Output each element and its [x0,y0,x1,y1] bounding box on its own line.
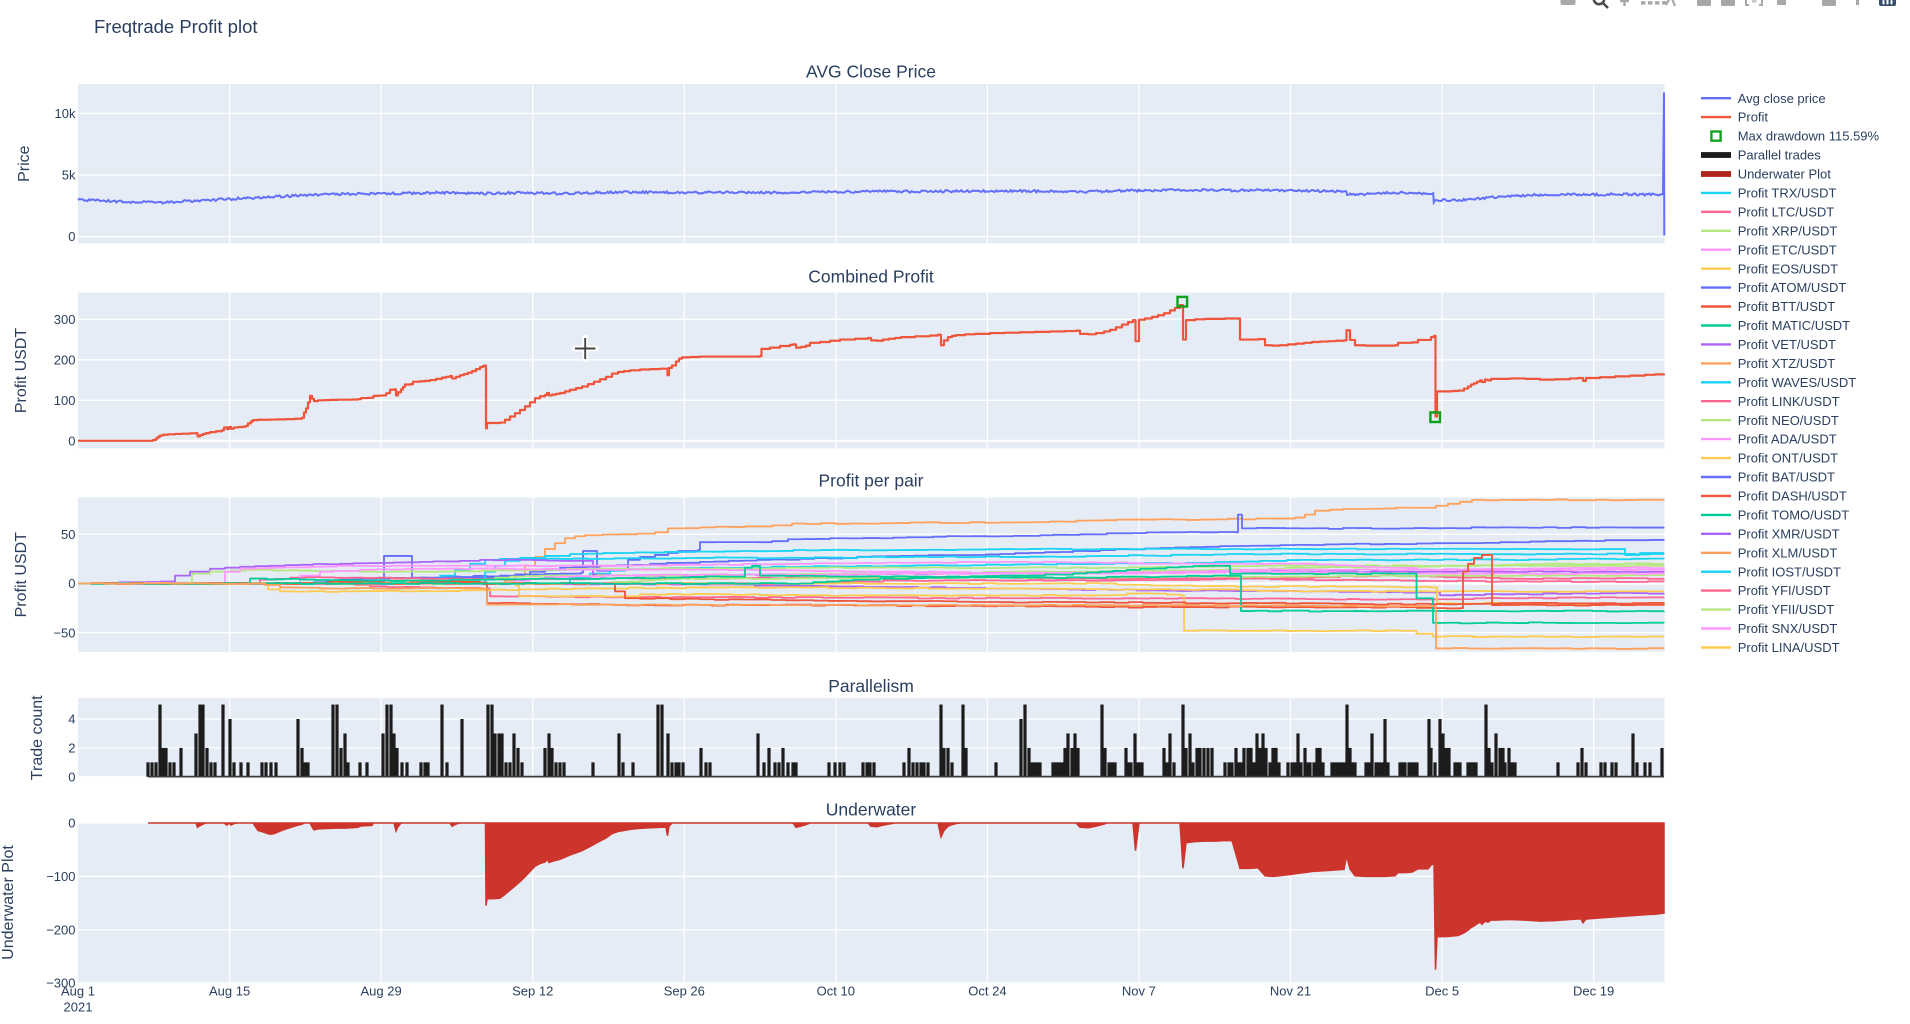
svg-text:AVG Close Price: AVG Close Price [806,62,936,82]
svg-text:100: 100 [54,393,76,408]
svg-text:Nov 21: Nov 21 [1270,984,1311,999]
svg-text:Oct 10: Oct 10 [817,984,855,999]
svg-text:Nov 7: Nov 7 [1122,984,1156,999]
svg-text:Profit SNX/USDT: Profit SNX/USDT [1738,621,1838,636]
svg-text:Dec 19: Dec 19 [1573,984,1614,999]
svg-text:Profit ETC/USDT: Profit ETC/USDT [1738,242,1837,257]
svg-text:−100: −100 [46,869,75,884]
svg-text:Underwater Plot: Underwater Plot [1738,167,1832,182]
svg-text:−200: −200 [46,922,75,937]
svg-text:Profit ATOM/USDT: Profit ATOM/USDT [1738,280,1847,295]
svg-text:Profit LTC/USDT: Profit LTC/USDT [1738,204,1835,219]
svg-text:Underwater: Underwater [826,800,917,820]
svg-text:Profit NEO/USDT: Profit NEO/USDT [1738,413,1839,428]
svg-text:5k: 5k [62,168,76,183]
svg-text:Profit per pair: Profit per pair [818,471,923,491]
svg-text:Profit ONT/USDT: Profit ONT/USDT [1738,451,1838,466]
svg-text:Underwater Plot: Underwater Plot [0,845,17,960]
svg-text:300: 300 [54,312,76,327]
svg-text:Profit WAVES/USDT: Profit WAVES/USDT [1738,375,1857,390]
svg-text:2: 2 [68,741,75,756]
svg-text:Profit USDT: Profit USDT [13,532,30,618]
svg-text:Aug 29: Aug 29 [360,984,401,999]
svg-text:Profit IOST/USDT: Profit IOST/USDT [1738,564,1841,579]
svg-text:Profit XLM/USDT: Profit XLM/USDT [1738,545,1838,560]
svg-text:Sep 12: Sep 12 [512,984,553,999]
svg-text:Profit DASH/USDT: Profit DASH/USDT [1738,489,1847,504]
svg-text:Max drawdown 115.59%: Max drawdown 115.59% [1738,129,1880,144]
svg-text:Avg close price: Avg close price [1738,91,1826,106]
svg-text:0: 0 [68,769,75,784]
svg-text:10k: 10k [55,106,76,121]
svg-text:0: 0 [68,816,75,831]
svg-text:Freqtrade Profit plot: Freqtrade Profit plot [94,16,258,37]
svg-text:Profit EOS/USDT: Profit EOS/USDT [1738,261,1838,276]
svg-text:Profit YFII/USDT: Profit YFII/USDT [1738,602,1835,617]
svg-text:−50: −50 [53,625,75,640]
svg-text:0: 0 [68,229,75,244]
svg-text:Sep 26: Sep 26 [664,984,705,999]
svg-text:Profit TRX/USDT: Profit TRX/USDT [1738,186,1837,201]
svg-text:Parallel trades: Parallel trades [1738,148,1822,163]
svg-text:Price: Price [16,145,33,182]
svg-text:Profit ADA/USDT: Profit ADA/USDT [1738,432,1837,447]
svg-text:Profit LINK/USDT: Profit LINK/USDT [1738,394,1840,409]
svg-text:Parallelism: Parallelism [828,676,914,696]
svg-text:Profit BTT/USDT: Profit BTT/USDT [1738,299,1836,314]
svg-text:−300: −300 [46,976,75,991]
svg-text:50: 50 [61,527,75,542]
svg-text:Profit XTZ/USDT: Profit XTZ/USDT [1738,356,1836,371]
svg-text:Profit VET/USDT: Profit VET/USDT [1738,337,1836,352]
svg-text:Aug 15: Aug 15 [209,984,250,999]
svg-text:Trade count: Trade count [29,695,46,780]
svg-text:Profit USDT: Profit USDT [13,328,30,414]
svg-text:Combined Profit: Combined Profit [808,267,934,287]
svg-text:Dec 5: Dec 5 [1425,984,1459,999]
svg-text:Profit: Profit [1738,110,1769,125]
svg-text:0: 0 [68,576,75,591]
svg-text:Profit YFI/USDT: Profit YFI/USDT [1738,583,1831,598]
svg-text:Oct 24: Oct 24 [968,984,1006,999]
svg-text:Profit MATIC/USDT: Profit MATIC/USDT [1738,318,1850,333]
svg-text:4: 4 [68,712,75,727]
svg-text:Profit XRP/USDT: Profit XRP/USDT [1738,223,1838,238]
svg-text:Profit BAT/USDT: Profit BAT/USDT [1738,470,1835,485]
svg-text:2021: 2021 [64,1000,93,1015]
svg-text:Profit XMR/USDT: Profit XMR/USDT [1738,526,1840,541]
svg-text:Aug 1: Aug 1 [61,984,95,999]
svg-text:200: 200 [54,352,76,367]
svg-text:Profit TOMO/USDT: Profit TOMO/USDT [1738,508,1850,523]
svg-text:Profit LINA/USDT: Profit LINA/USDT [1738,640,1840,655]
svg-text:0: 0 [68,433,75,448]
